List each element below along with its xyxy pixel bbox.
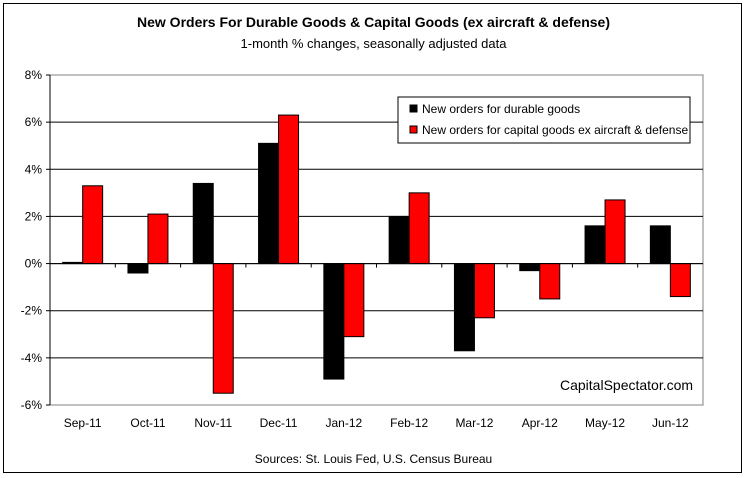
bar-capital-goods bbox=[343, 263, 365, 338]
bar-durable-goods bbox=[127, 263, 149, 274]
x-tick-label: Jan-12 bbox=[325, 416, 362, 430]
legend-swatch-durable bbox=[409, 104, 418, 113]
x-tick-label: May-12 bbox=[585, 416, 625, 430]
bar-durable-goods bbox=[388, 215, 410, 265]
bar-durable-goods bbox=[649, 225, 671, 265]
y-tick-label: 2% bbox=[25, 209, 43, 223]
y-tick-label: -6% bbox=[21, 398, 43, 412]
y-tick-label: 8% bbox=[25, 68, 43, 82]
watermark: CapitalSpectator.com bbox=[560, 377, 693, 393]
legend-label-capital: New orders for capital goods ex aircraft… bbox=[422, 123, 688, 137]
bar-capital-goods bbox=[82, 185, 104, 265]
bar-durable-goods bbox=[519, 263, 541, 272]
y-axis-ticks: 8% 6% 4% 2% 0% -2% -4% -6% bbox=[21, 68, 50, 412]
y-tick-label: -4% bbox=[21, 351, 43, 365]
y-tick-label: 4% bbox=[25, 162, 43, 176]
bar-durable-goods bbox=[258, 142, 280, 265]
legend: New orders for durable goods New orders … bbox=[397, 96, 691, 144]
bar-capital-goods bbox=[147, 213, 169, 265]
x-tick-label: Feb-12 bbox=[390, 416, 428, 430]
bar-capital-goods bbox=[604, 199, 626, 265]
chart-title: New Orders For Durable Goods & Capital G… bbox=[137, 14, 610, 30]
x-tick-label: Oct-11 bbox=[130, 416, 165, 430]
y-tick-label: 6% bbox=[25, 115, 43, 129]
bar-capital-goods bbox=[539, 263, 561, 300]
legend-label-durable: New orders for durable goods bbox=[422, 102, 580, 116]
chart-source: Sources: St. Louis Fed, U.S. Census Bure… bbox=[254, 452, 493, 466]
legend-swatch-capital bbox=[409, 125, 418, 134]
bar-capital-goods bbox=[669, 263, 691, 298]
x-tick-label: Sep-11 bbox=[64, 416, 102, 430]
y-tick-label: -2% bbox=[21, 304, 43, 318]
bar-durable-goods bbox=[453, 263, 475, 352]
x-tick-label: Jun-12 bbox=[652, 416, 689, 430]
bar-durable-goods bbox=[584, 225, 606, 265]
bar-capital-goods bbox=[278, 114, 300, 265]
chart-subtitle: 1-month % changes, seasonally adjusted d… bbox=[240, 36, 507, 51]
legend-box bbox=[397, 96, 691, 144]
y-tick-label: 0% bbox=[25, 257, 43, 271]
bar-capital-goods bbox=[473, 263, 495, 319]
x-tick-label: Mar-12 bbox=[455, 416, 493, 430]
bars bbox=[62, 114, 691, 394]
bar-durable-goods bbox=[323, 263, 345, 380]
x-tick-label: Dec-11 bbox=[260, 416, 298, 430]
bar-capital-goods bbox=[212, 263, 234, 394]
x-tick-label: Apr-12 bbox=[522, 416, 558, 430]
bar-capital-goods bbox=[408, 192, 430, 265]
x-tick-label: Nov-11 bbox=[194, 416, 232, 430]
bar-durable-goods bbox=[192, 182, 214, 265]
x-axis-ticks: Sep-11 Oct-11 Nov-11 Dec-11 Jan-12 Feb-12 Mar-… bbox=[49, 263, 689, 430]
